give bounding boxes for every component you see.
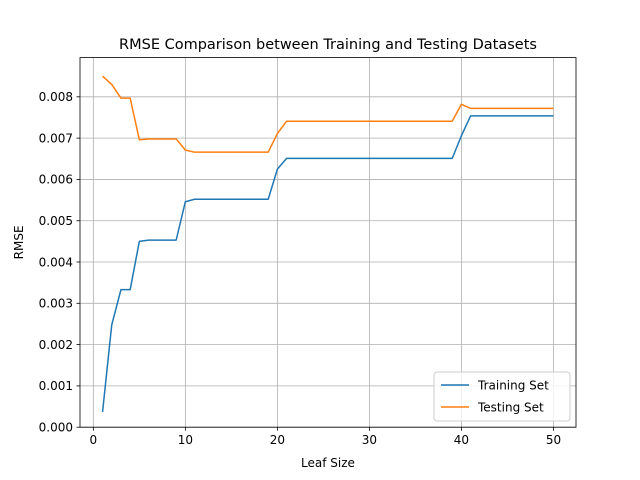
x-tick-label: 10 <box>178 433 193 447</box>
legend-label-testing-set: Testing Set <box>477 401 544 415</box>
legend: Training Set Testing Set <box>433 371 571 422</box>
y-tick-label: 0.001 <box>39 379 73 393</box>
y-tick-label: 0.007 <box>39 131 73 145</box>
x-axis-label: Leaf Size <box>301 456 355 470</box>
x-axis-ticks: 0 10 20 30 40 50 <box>90 427 561 447</box>
legend-label-training-set: Training Set <box>477 379 549 393</box>
y-tick-label: 0.006 <box>39 173 73 187</box>
grid-lines <box>80 57 576 428</box>
x-tick-label: 40 <box>454 433 469 447</box>
y-axis-label: RMSE <box>12 225 26 259</box>
y-tick-label: 0.004 <box>39 255 73 269</box>
x-tick-label: 50 <box>546 433 561 447</box>
x-tick-label: 30 <box>362 433 377 447</box>
chart-title: RMSE Comparison between Training and Tes… <box>119 37 537 53</box>
y-tick-label: 0.003 <box>39 297 73 311</box>
plot-frame <box>79 57 577 428</box>
y-tick-label: 0.000 <box>39 421 73 435</box>
x-tick-label: 0 <box>90 433 98 447</box>
series-line-testing-set <box>102 75 554 153</box>
series-line-training-set <box>101 115 554 412</box>
x-tick-label: 20 <box>270 433 285 447</box>
y-tick-label: 0.002 <box>39 338 73 352</box>
y-tick-label: 0.005 <box>39 214 73 228</box>
y-axis-ticks: 0.000 0.001 0.002 0.003 0.004 0.005 0.006 0.007… <box>39 90 80 435</box>
series-layer <box>101 75 554 412</box>
y-tick-label: 0.008 <box>39 90 73 104</box>
